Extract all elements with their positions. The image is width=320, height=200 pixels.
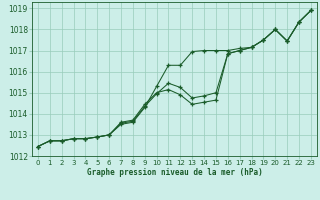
X-axis label: Graphe pression niveau de la mer (hPa): Graphe pression niveau de la mer (hPa) xyxy=(86,168,262,177)
